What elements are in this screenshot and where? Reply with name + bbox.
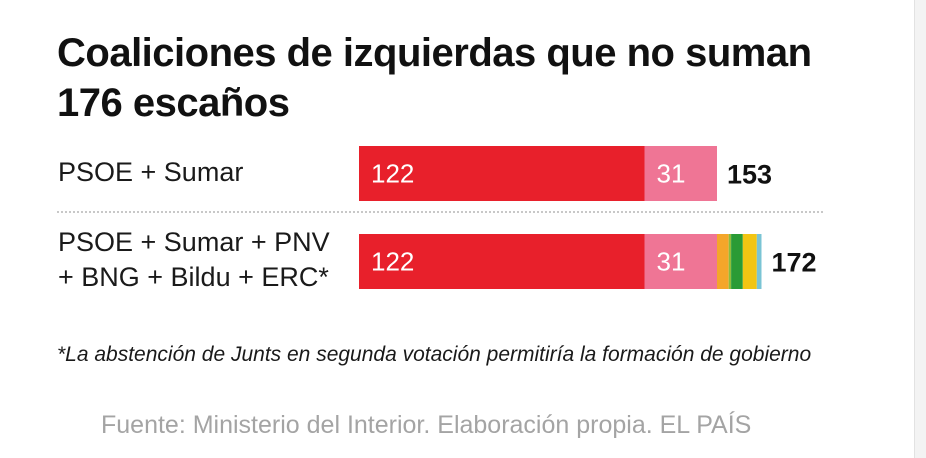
row-label-line: PSOE + Sumar xyxy=(58,157,244,187)
bar-segment-psoe-sumar-0 xyxy=(359,146,645,201)
bar-segment-psoe-sumar-pnv-bng-bildu-erc-5 xyxy=(742,234,757,289)
row-divider xyxy=(57,211,823,213)
bar-segment-psoe-sumar-pnv-bng-bildu-erc-2 xyxy=(717,234,729,289)
bar-total-label: 172 xyxy=(772,248,817,278)
bar-value-label: 122 xyxy=(371,247,414,277)
bar-segment-psoe-sumar-pnv-bng-bildu-erc-3 xyxy=(728,234,731,289)
row-label-line: + BNG + Bildu + ERC* xyxy=(58,262,329,292)
row-label-line: PSOE + Sumar + PNV xyxy=(58,227,330,257)
row-label-extended-coalition: PSOE + Sumar + PNV + BNG + Bildu + ERC* xyxy=(58,225,358,295)
row-label-psoe-sumar: PSOE + Sumar xyxy=(58,155,358,190)
source-credit: Fuente: Ministerio del Interior. Elabora… xyxy=(101,411,752,439)
footnote: *La abstención de Junts en segunda votac… xyxy=(57,343,812,366)
bar-segment-psoe-sumar-pnv-bng-bildu-erc-4 xyxy=(731,234,743,289)
bar-segment-psoe-sumar-1 xyxy=(644,146,717,201)
bar-segment-psoe-sumar-pnv-bng-bildu-erc-0 xyxy=(359,234,645,289)
page-edge xyxy=(914,0,926,458)
chart-title: Coaliciones de izquierdas que no suman 1… xyxy=(57,31,812,125)
bar-value-label: 31 xyxy=(657,159,686,189)
bar-value-label: 122 xyxy=(371,159,414,189)
bar-total-label: 153 xyxy=(727,160,772,190)
bar-segment-psoe-sumar-pnv-bng-bildu-erc-1 xyxy=(644,234,717,289)
bar-value-label: 31 xyxy=(657,247,686,277)
stacked-bar-chart: 122 31 153 122 31 172 xyxy=(359,146,817,289)
bar-segment-psoe-sumar-pnv-bng-bildu-erc-6 xyxy=(756,234,762,289)
